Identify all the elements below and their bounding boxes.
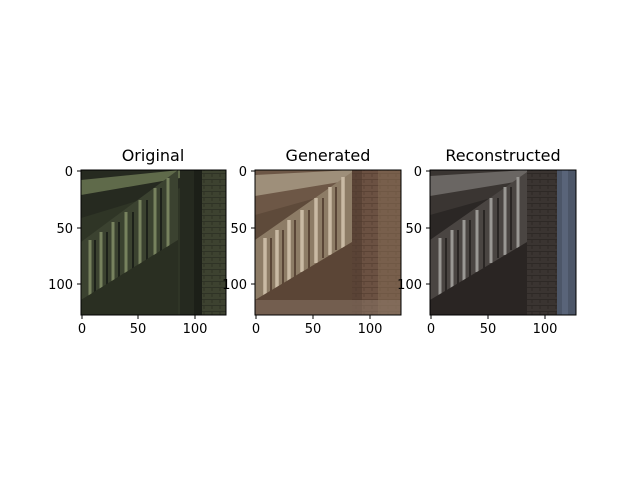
x-tick-label: 50: [480, 322, 497, 337]
image-original: [81, 170, 226, 315]
panel-reconstructed: Reconstructed: [397, 146, 577, 337]
x-tick-label: 50: [305, 322, 322, 337]
y-tick-label: 50: [405, 222, 422, 237]
x-tick-label: 0: [427, 322, 435, 337]
y-tick-label: 0: [65, 165, 73, 180]
x-tick-label: 100: [183, 322, 208, 337]
x-tick-label: 0: [78, 322, 86, 337]
y-tick-label: 100: [48, 278, 73, 293]
image-generated: [255, 170, 401, 315]
y-tick-label: 50: [56, 222, 73, 237]
panel-title: Original: [122, 146, 185, 165]
y-tick-label: 0: [239, 165, 247, 180]
y-tick-label: 50: [230, 222, 247, 237]
image-reconstructed: [430, 170, 576, 315]
panel-title: Generated: [286, 146, 371, 165]
x-tick-label: 100: [358, 322, 383, 337]
y-tick-label: 0: [414, 165, 422, 180]
x-tick-label: 0: [252, 322, 260, 337]
y-tick-label: 100: [397, 278, 422, 293]
x-tick-label: 50: [130, 322, 147, 337]
axes-frame: [80, 169, 227, 316]
panel-generated: Generated: [222, 146, 402, 337]
axes-frame: [429, 169, 577, 316]
axes-frame: [254, 169, 402, 316]
x-tick-label: 100: [533, 322, 558, 337]
y-tick-label: 100: [222, 278, 247, 293]
panel-original: Original: [48, 146, 227, 337]
panel-title: Reconstructed: [445, 146, 560, 165]
